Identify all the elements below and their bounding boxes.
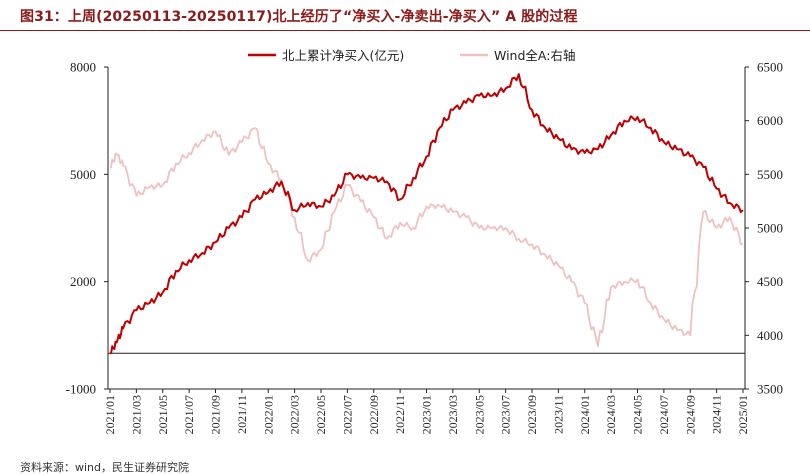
right-tick-label: 6000 [757, 113, 783, 128]
x-tick-label: 2022/07 [340, 395, 354, 434]
right-tick-label: 4500 [757, 274, 783, 289]
legend-label-wind-all-a: Wind全A:右轴 [494, 48, 575, 63]
x-tick-label: 2023/11 [551, 395, 565, 434]
x-tick-label: 2024/11 [710, 395, 724, 434]
left-tick-label: 8000 [70, 60, 96, 75]
x-tick-label: 2023/01 [420, 395, 434, 434]
x-tick-label: 2022/11 [393, 395, 407, 434]
x-tick-label: 2024/05 [631, 395, 645, 434]
right-tick-label: 3500 [757, 382, 783, 397]
series-line-northbound [109, 73, 744, 355]
x-tick-label: 2022/09 [367, 395, 381, 434]
x-tick-label: 2021/03 [129, 395, 143, 434]
left-tick-label: 2000 [70, 274, 96, 289]
x-tick-label: 2025/01 [736, 395, 750, 434]
x-tick-label: 2023/07 [499, 395, 513, 434]
x-tick-label: 2021/01 [103, 395, 117, 434]
chart-axes: 8000 5000 2000 -1000 6500 6000 5500 5000 4500 400… [66, 60, 783, 435]
x-tick-label: 2021/05 [156, 395, 170, 434]
legend-label-northbound: 北上累计净买入(亿元) [282, 48, 404, 63]
x-tick-label: 2024/03 [604, 395, 618, 434]
x-tick-label: 2022/03 [288, 395, 302, 434]
x-tick-label: 2023/05 [472, 395, 486, 434]
x-tick-label: 2024/09 [683, 395, 697, 434]
right-tick-label: 6500 [757, 60, 783, 75]
left-tick-label: 5000 [70, 167, 96, 182]
series-line-wind-all-a [109, 127, 744, 347]
chart-legend: 北上累计净买入(亿元) Wind全A:右轴 [248, 48, 575, 63]
right-tick-label: 5000 [757, 221, 783, 236]
x-tick-label: 2021/07 [182, 395, 196, 434]
x-tick-label: 2023/03 [446, 395, 460, 434]
chart-series [109, 73, 744, 355]
x-tick-label: 2023/09 [525, 395, 539, 434]
x-tick-label: 2022/05 [314, 395, 328, 434]
title-divider [0, 30, 810, 31]
x-tick-label: 2024/07 [657, 395, 671, 434]
figure-title: 图31：上周(20250113-20250117)北上经历了“净买入-净卖出-净… [20, 9, 578, 25]
right-tick-label: 5500 [757, 167, 783, 182]
source-note: 资料来源：wind，民生证券研究院 [20, 461, 190, 474]
x-tick-label: 2024/01 [578, 395, 592, 434]
x-tick-label: 2021/09 [209, 395, 223, 434]
x-tick-label: 2022/01 [261, 395, 275, 434]
left-tick-label: -1000 [66, 382, 96, 397]
x-tick-label: 2021/11 [235, 395, 249, 434]
right-tick-label: 4000 [757, 328, 783, 343]
